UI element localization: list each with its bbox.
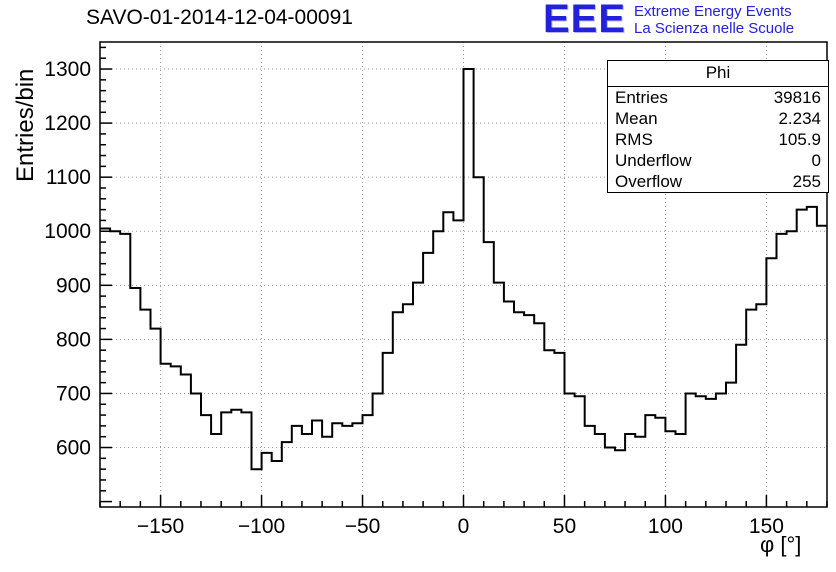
stats-row: RMS 105.9 [608, 129, 828, 150]
stats-label: Mean [615, 109, 658, 128]
svg-text:−150: −150 [137, 515, 184, 538]
y-axis-title: Entries/bin [12, 68, 39, 182]
x-axis-title: φ [°] [760, 532, 802, 557]
svg-text:50: 50 [553, 515, 576, 538]
stats-row: Underflow 0 [608, 150, 828, 171]
stats-value: 39816 [773, 88, 821, 107]
stats-row: Overflow 255 [608, 171, 828, 192]
svg-text:1100: 1100 [46, 166, 91, 189]
stats-value: 105.9 [778, 130, 821, 149]
stats-value: 2.234 [778, 109, 821, 128]
svg-text:600: 600 [56, 437, 91, 460]
eee-logo-line2: La Scienza nelle Scuole [634, 20, 795, 37]
eee-logo-text: EEE [543, 0, 627, 41]
stats-label: RMS [615, 130, 653, 149]
stats-row: Mean 2.234 [608, 108, 828, 129]
stats-title: Phi [608, 61, 828, 87]
stats-value: 255 [792, 172, 821, 191]
svg-text:100: 100 [648, 515, 683, 538]
stats-box: Phi Entries 39816 Mean 2.234 RMS 105.9 U… [607, 60, 829, 193]
svg-text:1000: 1000 [44, 220, 91, 243]
eee-logo: EEE Extreme Energy Events La Scienza nel… [543, 0, 794, 41]
svg-text:−100: −100 [238, 515, 285, 538]
eee-logo-subtitle: Extreme Energy Events La Scienza nelle S… [634, 0, 794, 37]
stats-value: 0 [811, 151, 821, 170]
svg-text:−50: −50 [345, 515, 381, 538]
page-title: SAVO-01-2014-12-04-00091 [86, 6, 353, 29]
stats-label: Entries [615, 88, 668, 107]
svg-text:1300: 1300 [44, 58, 91, 81]
svg-text:0: 0 [458, 515, 470, 538]
svg-text:1200: 1200 [44, 112, 91, 135]
stats-row: Entries 39816 [608, 87, 828, 108]
svg-text:800: 800 [56, 328, 91, 351]
eee-logo-line1: Extreme Energy Events [634, 3, 792, 20]
svg-text:700: 700 [56, 382, 91, 405]
stats-label: Underflow [615, 151, 692, 170]
svg-text:900: 900 [56, 274, 91, 297]
stats-label: Overflow [615, 172, 683, 191]
svg-text:150: 150 [749, 515, 784, 538]
